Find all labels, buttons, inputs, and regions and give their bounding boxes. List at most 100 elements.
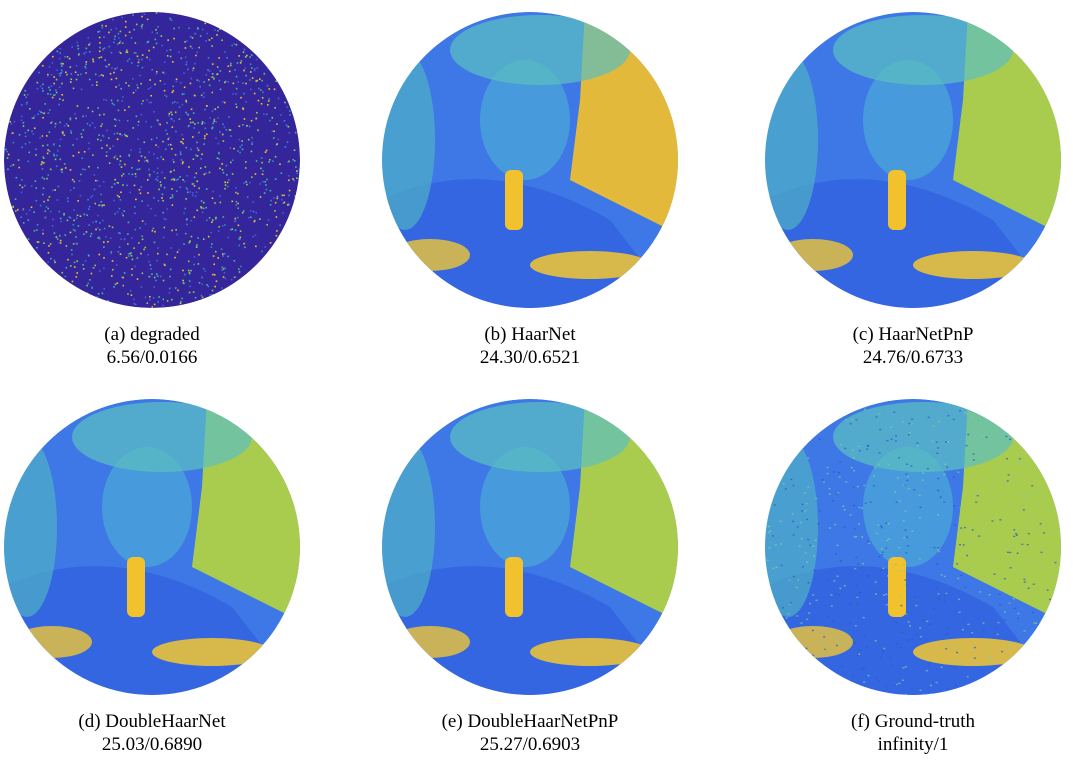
noise-dot	[236, 76, 238, 78]
noise-dot	[60, 72, 62, 74]
noise-dot	[37, 224, 39, 226]
noise-dot	[42, 90, 44, 92]
texture-dot	[1017, 553, 1019, 554]
texture-dot	[1008, 474, 1010, 475]
noise-dot	[77, 74, 79, 76]
noise-dot	[141, 103, 143, 105]
noise-dot	[122, 96, 124, 98]
texture-dot	[840, 560, 842, 561]
noise-dot	[141, 26, 143, 28]
noise-dot	[31, 130, 33, 132]
noise-dot	[213, 263, 215, 265]
noise-dot	[222, 225, 224, 227]
noise-dot	[43, 112, 45, 114]
texture-dot	[895, 435, 897, 436]
noise-dot	[141, 200, 143, 202]
noise-dot	[261, 80, 263, 82]
noise-dot	[73, 224, 75, 226]
texture-dot	[890, 665, 892, 666]
noise-dot	[132, 174, 134, 176]
texture-dot	[999, 519, 1001, 520]
noise-dot	[76, 272, 78, 274]
noise-dot	[226, 57, 228, 59]
noise-dot	[203, 92, 205, 94]
noise-dot	[175, 111, 177, 113]
noise-dot	[41, 112, 43, 114]
noise-dot	[187, 192, 189, 194]
noise-dot	[158, 146, 160, 148]
texture-dot	[1012, 475, 1014, 476]
texture-dot	[856, 603, 858, 604]
texture-dot	[882, 552, 884, 553]
noise-dot	[41, 161, 43, 163]
noise-dot	[267, 104, 269, 106]
noise-dot	[57, 51, 59, 53]
noise-dot	[259, 78, 261, 80]
noise-dot	[240, 266, 242, 268]
texture-dot	[805, 552, 807, 553]
noise-dot	[100, 56, 102, 58]
noise-dot	[120, 253, 122, 255]
texture-dot	[807, 486, 809, 487]
noise-dot	[66, 74, 68, 76]
noise-dot	[99, 31, 101, 33]
noise-dot	[26, 213, 28, 215]
noise-dot	[99, 114, 101, 116]
noise-dot	[77, 45, 79, 47]
noise-dot	[212, 274, 214, 276]
noise-dot	[115, 284, 117, 286]
texture-dot	[956, 563, 958, 564]
texture-dot	[920, 636, 922, 637]
noise-dot	[80, 174, 82, 176]
noise-dot	[113, 72, 115, 74]
noise-dot	[245, 83, 247, 85]
noise-dot	[55, 123, 57, 125]
noise-dot	[52, 190, 54, 192]
texture-dot	[857, 486, 859, 487]
texture-dot	[996, 458, 998, 459]
noise-dot	[289, 110, 291, 112]
noise-dot	[163, 218, 165, 220]
noise-dot	[105, 25, 107, 27]
noise-dot	[217, 157, 219, 159]
texture-dot	[800, 622, 802, 623]
texture-dot	[944, 464, 946, 465]
noise-dot	[196, 210, 198, 212]
noise-dot	[39, 137, 41, 139]
noise-dot	[174, 101, 176, 103]
noise-dot	[244, 118, 246, 120]
noise-dot	[180, 82, 182, 84]
noise-dot	[102, 204, 104, 206]
highlight	[152, 638, 272, 666]
noise-dot	[293, 180, 295, 182]
texture-dot	[1050, 577, 1052, 578]
noise-dot	[157, 157, 159, 159]
noise-dot	[104, 59, 106, 61]
noise-dot	[72, 179, 74, 181]
noise-dot	[153, 228, 155, 230]
noise-dot	[54, 260, 56, 262]
noise-dot	[111, 186, 113, 188]
noise-dot	[186, 218, 188, 220]
noise-dot	[147, 205, 149, 207]
texture-dot	[938, 593, 940, 594]
noise-dot	[79, 180, 81, 182]
noise-dot	[262, 170, 264, 172]
texture-dot	[953, 660, 955, 661]
texture-dot	[935, 588, 937, 589]
texture-dot	[1031, 485, 1033, 486]
noise-dot	[148, 276, 150, 278]
noise-dot	[243, 51, 245, 53]
noise-dot	[59, 98, 61, 100]
noise-dot	[205, 207, 207, 209]
texture-dot	[953, 419, 955, 420]
noise-dot	[205, 74, 207, 76]
texture-dot	[960, 527, 962, 528]
texture-dot	[879, 452, 881, 453]
noise-dot	[196, 191, 198, 193]
texture-dot	[1000, 452, 1002, 453]
noise-dot	[110, 253, 112, 255]
noise-dot	[15, 198, 17, 200]
texture-dot	[796, 615, 798, 616]
noise-dot	[294, 160, 296, 162]
